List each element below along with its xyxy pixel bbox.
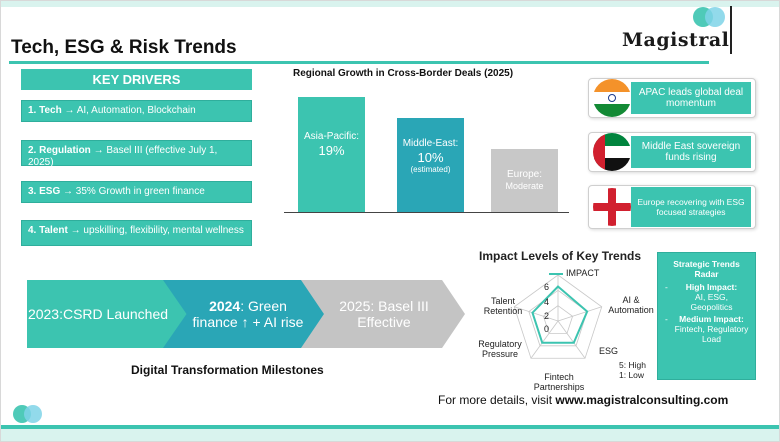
radar-scale-note: 5: High 1: Low	[619, 360, 646, 380]
england-flag-icon	[593, 188, 631, 226]
milestone-text: 2024: Green finance ↑ + AI rise	[185, 298, 311, 330]
key-driver-lead: 1. Tech	[28, 105, 62, 116]
bar-asia-pacific: Asia-Pacific: 19%	[298, 97, 365, 212]
region-text-middle-east: Middle East sovereign funds rising	[631, 136, 751, 168]
bar-label: Europe:	[506, 169, 543, 180]
key-driver-lead: 3. ESG	[28, 186, 61, 197]
milestone-rest: : Green finance ↑ + AI rise	[192, 298, 304, 330]
radar-grid-ring	[542, 305, 574, 334]
key-driver-lead: 2. Regulation	[28, 145, 91, 156]
key-driver-text: → AI, Automation, Blockchain	[61, 105, 196, 116]
milestone-text: 2025: Basel III Effective	[339, 298, 429, 330]
radar-tick: 4	[544, 297, 550, 307]
india-flag-icon	[593, 79, 631, 117]
bar-europe: Europe: Moderate	[491, 149, 558, 212]
legend-label: IMPACT	[566, 268, 600, 278]
radar-spoke	[530, 320, 559, 359]
scale-low: 1: Low	[619, 370, 645, 380]
bar-label: Middle-East:	[402, 138, 459, 149]
key-driver-item: 4. Talent → upskilling, flexibility, men…	[21, 220, 252, 246]
logo-dots-icon	[693, 7, 725, 27]
strategic-high-label: High Impact:	[685, 282, 738, 292]
strategic-high-items: AI, ESG, Geopolitics	[690, 292, 733, 312]
radar-title: Impact Levels of Key Trends	[479, 249, 642, 263]
bar-sub-label: (estimated)	[410, 165, 451, 174]
radar-axis-label: Talent Retention	[483, 296, 523, 316]
uae-flag-icon	[593, 133, 631, 171]
radar-axis-label: ESG	[599, 346, 619, 356]
chart-title: Regional Growth in Cross-Border Deals (2…	[293, 68, 514, 79]
key-driver-item: 2. Regulation → Basel III (effective Jul…	[21, 140, 252, 168]
radar-spoke	[514, 306, 559, 322]
radar-tick: 0	[544, 324, 550, 334]
key-driver-text: → Basel III (effective July 1, 2025)	[28, 145, 218, 168]
key-driver-text: → 35% Growth in green finance	[60, 186, 205, 197]
footer-prefix: For more details, visit	[438, 393, 556, 407]
bar-value: 10%	[417, 150, 444, 165]
logo-divider	[730, 6, 732, 54]
top-band	[1, 1, 779, 7]
key-driver-lead: 4. Talent	[28, 225, 68, 236]
footer-logo-dots-icon	[13, 405, 42, 423]
radar-axis-label: AI & Automation	[608, 295, 654, 315]
radar-tick: 2	[544, 311, 550, 321]
strategic-trends-box: Strategic Trends Radar High Impact: AI, …	[657, 252, 756, 380]
strategic-medium-items: Fintech, Regulatory Load	[674, 324, 749, 344]
milestone-2023: 2023:CSRD Launched	[27, 280, 187, 348]
region-text-europe: Europe recovering with ESG focused strat…	[631, 187, 751, 227]
bar-value: 19%	[318, 143, 345, 158]
key-driver-item: 3. ESG → 35% Growth in green finance	[21, 181, 252, 203]
radar-axis-label: Fintech Partnerships	[533, 372, 585, 392]
radar-series	[531, 285, 589, 344]
radar-spoke	[557, 320, 586, 359]
key-drivers-header: KEY DRIVERS	[21, 69, 252, 90]
radar-grid-ring	[513, 274, 603, 359]
region-text-apac: APAC leads global deal momentum	[631, 82, 751, 114]
radar-grid	[513, 274, 603, 359]
bar-label: Asia-Pacific:	[303, 131, 359, 142]
strategic-medium-label: Medium Impact:	[679, 314, 744, 324]
page-title: Tech, ESG & Risk Trends	[11, 37, 237, 58]
scale-high: 5: High	[619, 360, 646, 370]
milestone-2025: 2025: Basel III Effective	[301, 280, 465, 348]
strategic-title: Strategic Trends Radar	[673, 259, 740, 279]
bar-value: Moderate	[505, 181, 544, 191]
milestone-2024: 2024: Green finance ↑ + AI rise	[163, 280, 331, 348]
milestones-caption: Digital Transformation Milestones	[131, 363, 324, 377]
footer-band	[1, 429, 779, 441]
legend-line-icon	[549, 272, 563, 275]
radar-axis-label: Regulatory Pressure	[478, 339, 522, 359]
radar-tick: 6	[544, 282, 550, 292]
footer-link[interactable]: www.magistralconsulting.com	[555, 393, 729, 407]
key-driver-text: → upskilling, flexibility, mental wellne…	[67, 225, 244, 236]
chart-axis	[284, 212, 569, 213]
bar-middle-east: Middle-East: 10% (estimated)	[397, 118, 464, 212]
key-driver-item: 1. Tech → AI, Automation, Blockchain	[21, 100, 252, 122]
milestone-year: 2024	[209, 298, 241, 314]
footer-line	[1, 425, 779, 429]
strategic-item-high: High Impact: AI, ESG, Geopolitics	[663, 282, 750, 312]
logo-text: Magistral	[622, 29, 730, 51]
radar-chart	[513, 274, 603, 359]
title-underline	[9, 61, 709, 64]
radar-series-line	[531, 285, 589, 344]
radar-legend: IMPACT	[549, 268, 599, 278]
radar-spoke	[557, 306, 602, 322]
milestone-text: 2023:CSRD Launched	[27, 306, 169, 322]
footer-text: For more details, visit www.magistralcon…	[438, 393, 728, 407]
strategic-item-medium: Medium Impact: Fintech, Regulatory Load	[663, 314, 750, 344]
